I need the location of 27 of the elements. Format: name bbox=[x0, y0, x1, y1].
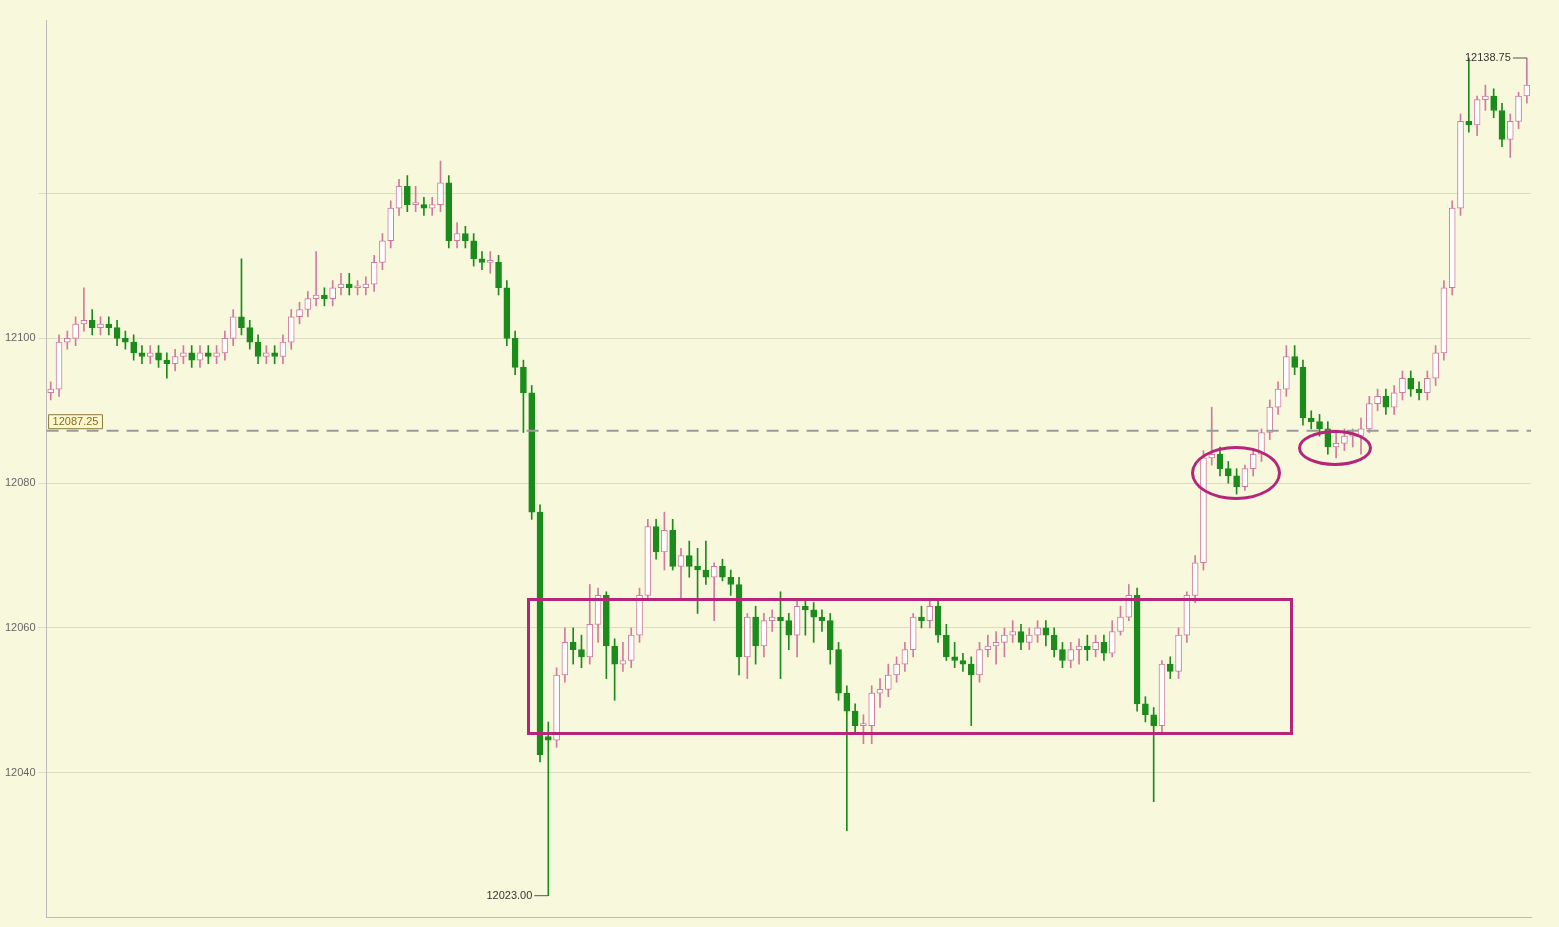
candlestick bbox=[478, 251, 486, 271]
y-tick-label: 12040 bbox=[4, 765, 36, 778]
annotation: 12138.75 bbox=[1464, 51, 1511, 64]
candlestick bbox=[1208, 406, 1216, 466]
candlestick bbox=[1307, 410, 1315, 430]
annotation: 12023.00 bbox=[486, 888, 533, 901]
candlestick bbox=[768, 609, 776, 632]
candlestick bbox=[569, 627, 577, 665]
candlestick bbox=[486, 251, 494, 274]
candlestick bbox=[544, 721, 552, 897]
candlestick bbox=[967, 656, 975, 726]
y-tick-label: 12060 bbox=[4, 620, 36, 633]
candlestick bbox=[1150, 707, 1158, 802]
candlestick bbox=[345, 272, 353, 296]
candlestick bbox=[710, 562, 718, 622]
candlestick bbox=[63, 330, 71, 350]
y-tick-label: 12080 bbox=[4, 476, 36, 489]
ref-line-label: 12087.25 bbox=[52, 414, 99, 427]
candlestick bbox=[204, 345, 212, 365]
candlestick bbox=[146, 345, 154, 365]
candlestick bbox=[1009, 620, 1017, 643]
candlestick bbox=[105, 316, 113, 336]
candlestick bbox=[47, 381, 55, 401]
y-tick-label: 12100 bbox=[4, 331, 36, 344]
candlestick bbox=[810, 602, 817, 643]
candlestick bbox=[428, 196, 436, 216]
candlestick bbox=[984, 634, 992, 658]
